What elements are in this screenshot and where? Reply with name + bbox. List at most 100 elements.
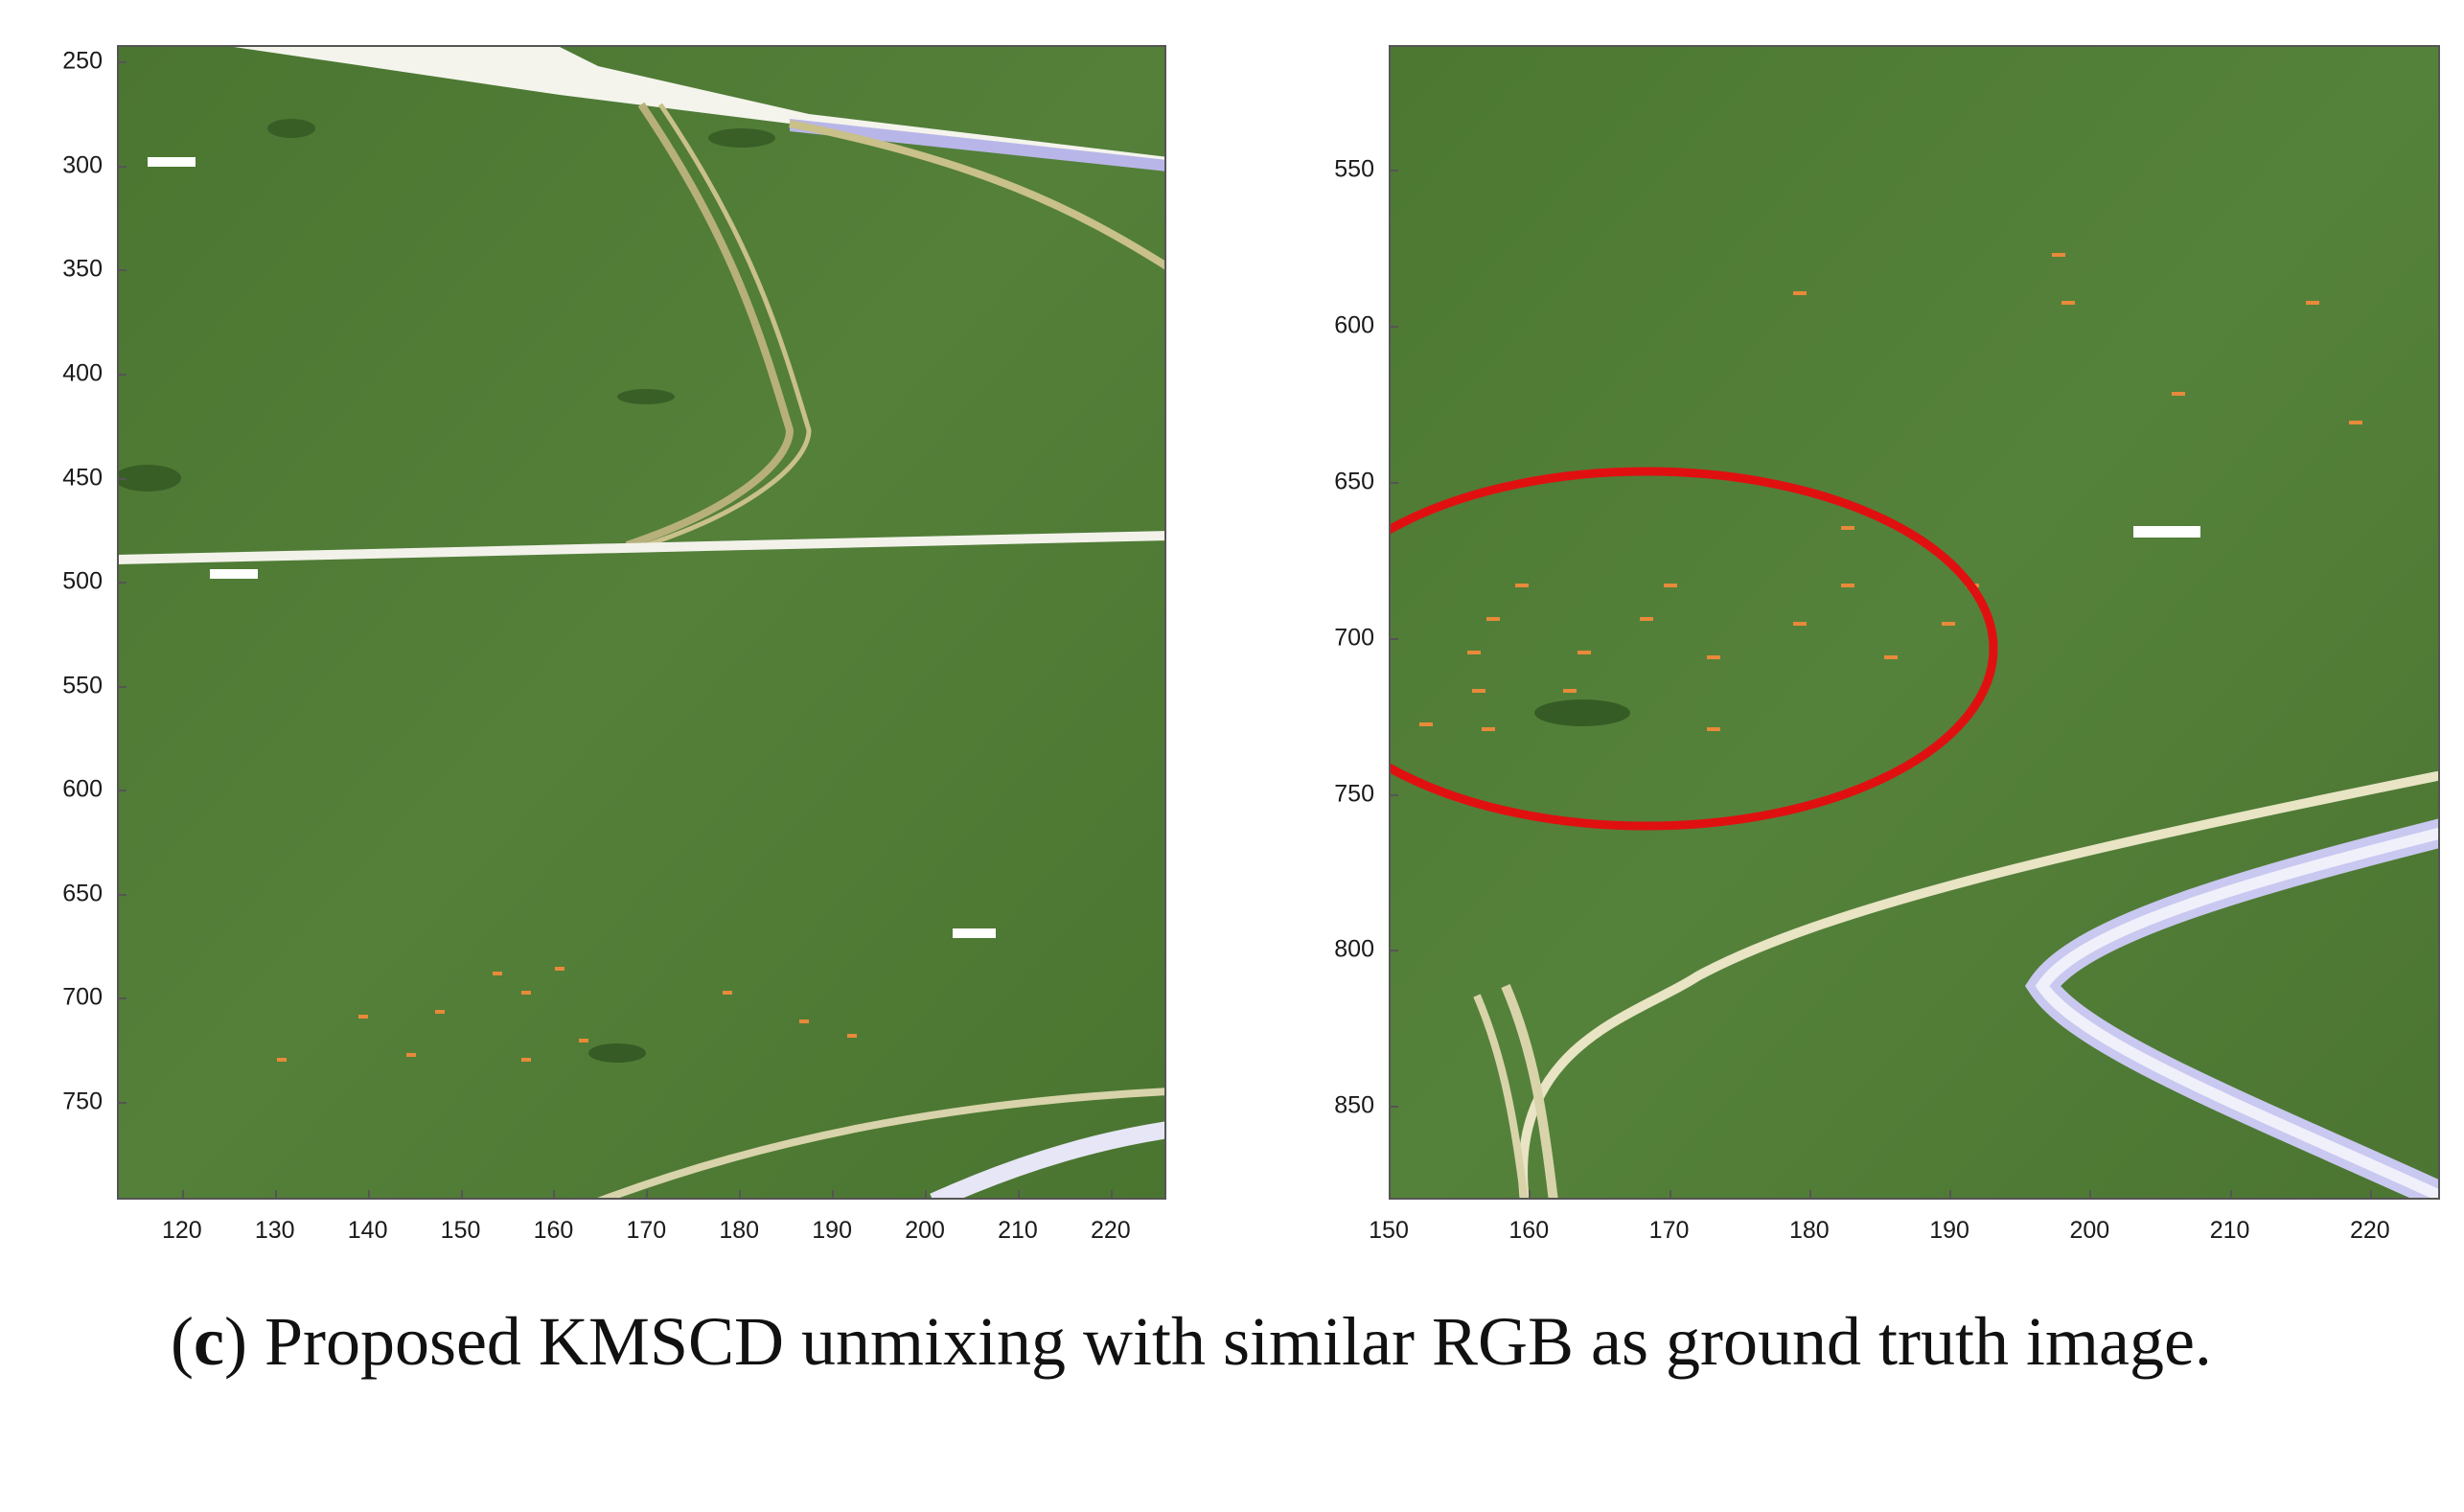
x-tick-label: 150 (1369, 1217, 1409, 1244)
left-white-road (119, 531, 1164, 564)
x-tick-mark (2369, 1190, 2372, 1200)
y-tick-label: 250 (62, 47, 103, 75)
y-tick-mark (117, 61, 127, 64)
left-track-curve (625, 102, 794, 549)
x-tick-mark (925, 1190, 928, 1200)
y-tick-mark (1389, 170, 1398, 172)
x-tick-label: 220 (2350, 1217, 2390, 1244)
x-tick-label: 120 (161, 1217, 202, 1244)
y-tick-mark (117, 477, 127, 480)
figure-caption: (c) Proposed KMSCD unmixing with similar… (171, 1289, 2375, 1394)
left-orange-dots (277, 967, 857, 1062)
highlight-circle (1391, 467, 1998, 831)
x-tick-label: 170 (626, 1217, 667, 1244)
y-tick-mark (117, 790, 127, 792)
x-tick-label: 220 (1090, 1217, 1131, 1244)
y-tick-label: 550 (62, 672, 103, 699)
x-tick-label: 200 (905, 1217, 945, 1244)
left-dark-patch (267, 119, 315, 138)
x-tick-label: 130 (254, 1217, 295, 1244)
right-image-plot (1389, 45, 2440, 1200)
left-lavender-path (790, 119, 1164, 172)
left-dark-patch (588, 1043, 646, 1063)
right-track-curve-2 (1501, 984, 1558, 1198)
x-tick-mark (553, 1190, 556, 1200)
right-track-curve (1518, 770, 2438, 1198)
y-tick-label: 550 (1334, 155, 1374, 183)
x-tick-mark (460, 1190, 463, 1200)
x-tick-label: 180 (1788, 1217, 1830, 1244)
y-tick-label: 600 (1334, 311, 1374, 339)
x-tick-mark (1669, 1190, 1671, 1200)
x-tick-mark (367, 1190, 370, 1200)
y-tick-label: 450 (62, 464, 103, 492)
left-white-marker (210, 569, 258, 579)
left-dark-patch (119, 465, 181, 492)
y-tick-mark (1389, 793, 1398, 796)
x-tick-mark (1389, 1190, 1391, 1200)
left-bottom-track (597, 1088, 1164, 1198)
left-track-right (789, 120, 1164, 270)
x-tick-label: 140 (347, 1217, 388, 1244)
left-dark-patch (617, 389, 675, 404)
x-tick-label: 170 (1648, 1217, 1690, 1244)
x-tick-mark (274, 1190, 277, 1200)
x-tick-mark (1949, 1190, 1952, 1200)
y-tick-mark (1389, 1106, 1398, 1109)
left-grass-background (119, 47, 1164, 1198)
x-tick-label: 160 (533, 1217, 574, 1244)
y-tick-label: 400 (62, 359, 103, 387)
x-tick-label: 160 (1508, 1217, 1550, 1244)
y-tick-label: 800 (1334, 935, 1374, 963)
y-tick-mark (1389, 950, 1398, 952)
y-tick-label: 500 (62, 567, 103, 595)
caption-label-open: ( (171, 1303, 194, 1380)
x-tick-label: 180 (719, 1217, 760, 1244)
left-dark-patch (708, 128, 775, 148)
y-tick-mark (117, 374, 127, 377)
x-tick-mark (1529, 1190, 1531, 1200)
y-tick-label: 750 (1334, 780, 1374, 808)
x-tick-label: 210 (2209, 1217, 2250, 1244)
x-tick-label: 150 (440, 1217, 481, 1244)
y-tick-mark (117, 269, 127, 272)
y-tick-label: 750 (62, 1088, 103, 1115)
x-tick-label: 190 (812, 1217, 852, 1244)
y-tick-label: 850 (1334, 1091, 1374, 1119)
y-tick-mark (1389, 326, 1398, 329)
caption-label-close: ) (223, 1303, 247, 1380)
y-tick-label: 600 (62, 775, 103, 803)
left-bottom-lavender (930, 1121, 1164, 1198)
left-white-marker (953, 928, 996, 938)
right-image-canvas (1391, 47, 2438, 1198)
y-tick-mark (117, 893, 127, 896)
right-white-marker (2133, 526, 2200, 538)
y-tick-label: 700 (62, 983, 103, 1011)
x-tick-mark (2229, 1190, 2232, 1200)
y-tick-mark (1389, 637, 1398, 640)
left-image-canvas (119, 47, 1164, 1198)
x-tick-label: 200 (2069, 1217, 2110, 1244)
y-tick-mark (117, 165, 127, 168)
x-tick-mark (1808, 1190, 1811, 1200)
y-tick-label: 350 (62, 255, 103, 283)
right-grass-background (1391, 47, 2438, 1198)
left-white-marker (148, 157, 196, 167)
right-track-curve-3 (1473, 994, 1529, 1198)
caption-text: Proposed KMSCD unmixing with similar RGB… (246, 1303, 2212, 1380)
x-tick-mark (2089, 1190, 2092, 1200)
x-tick-mark (739, 1190, 742, 1200)
y-tick-label: 700 (1334, 624, 1374, 652)
x-tick-mark (1110, 1190, 1113, 1200)
right-dark-patch (1534, 699, 1630, 726)
x-tick-mark (646, 1190, 649, 1200)
y-tick-mark (117, 582, 127, 584)
caption-label-letter: c (193, 1303, 224, 1380)
x-tick-label: 190 (1929, 1217, 1969, 1244)
y-tick-mark (117, 997, 127, 1000)
x-tick-mark (181, 1190, 184, 1200)
y-tick-mark (117, 1101, 127, 1104)
x-tick-mark (832, 1190, 835, 1200)
y-tick-mark (1389, 481, 1398, 484)
left-image-plot (117, 45, 1166, 1200)
